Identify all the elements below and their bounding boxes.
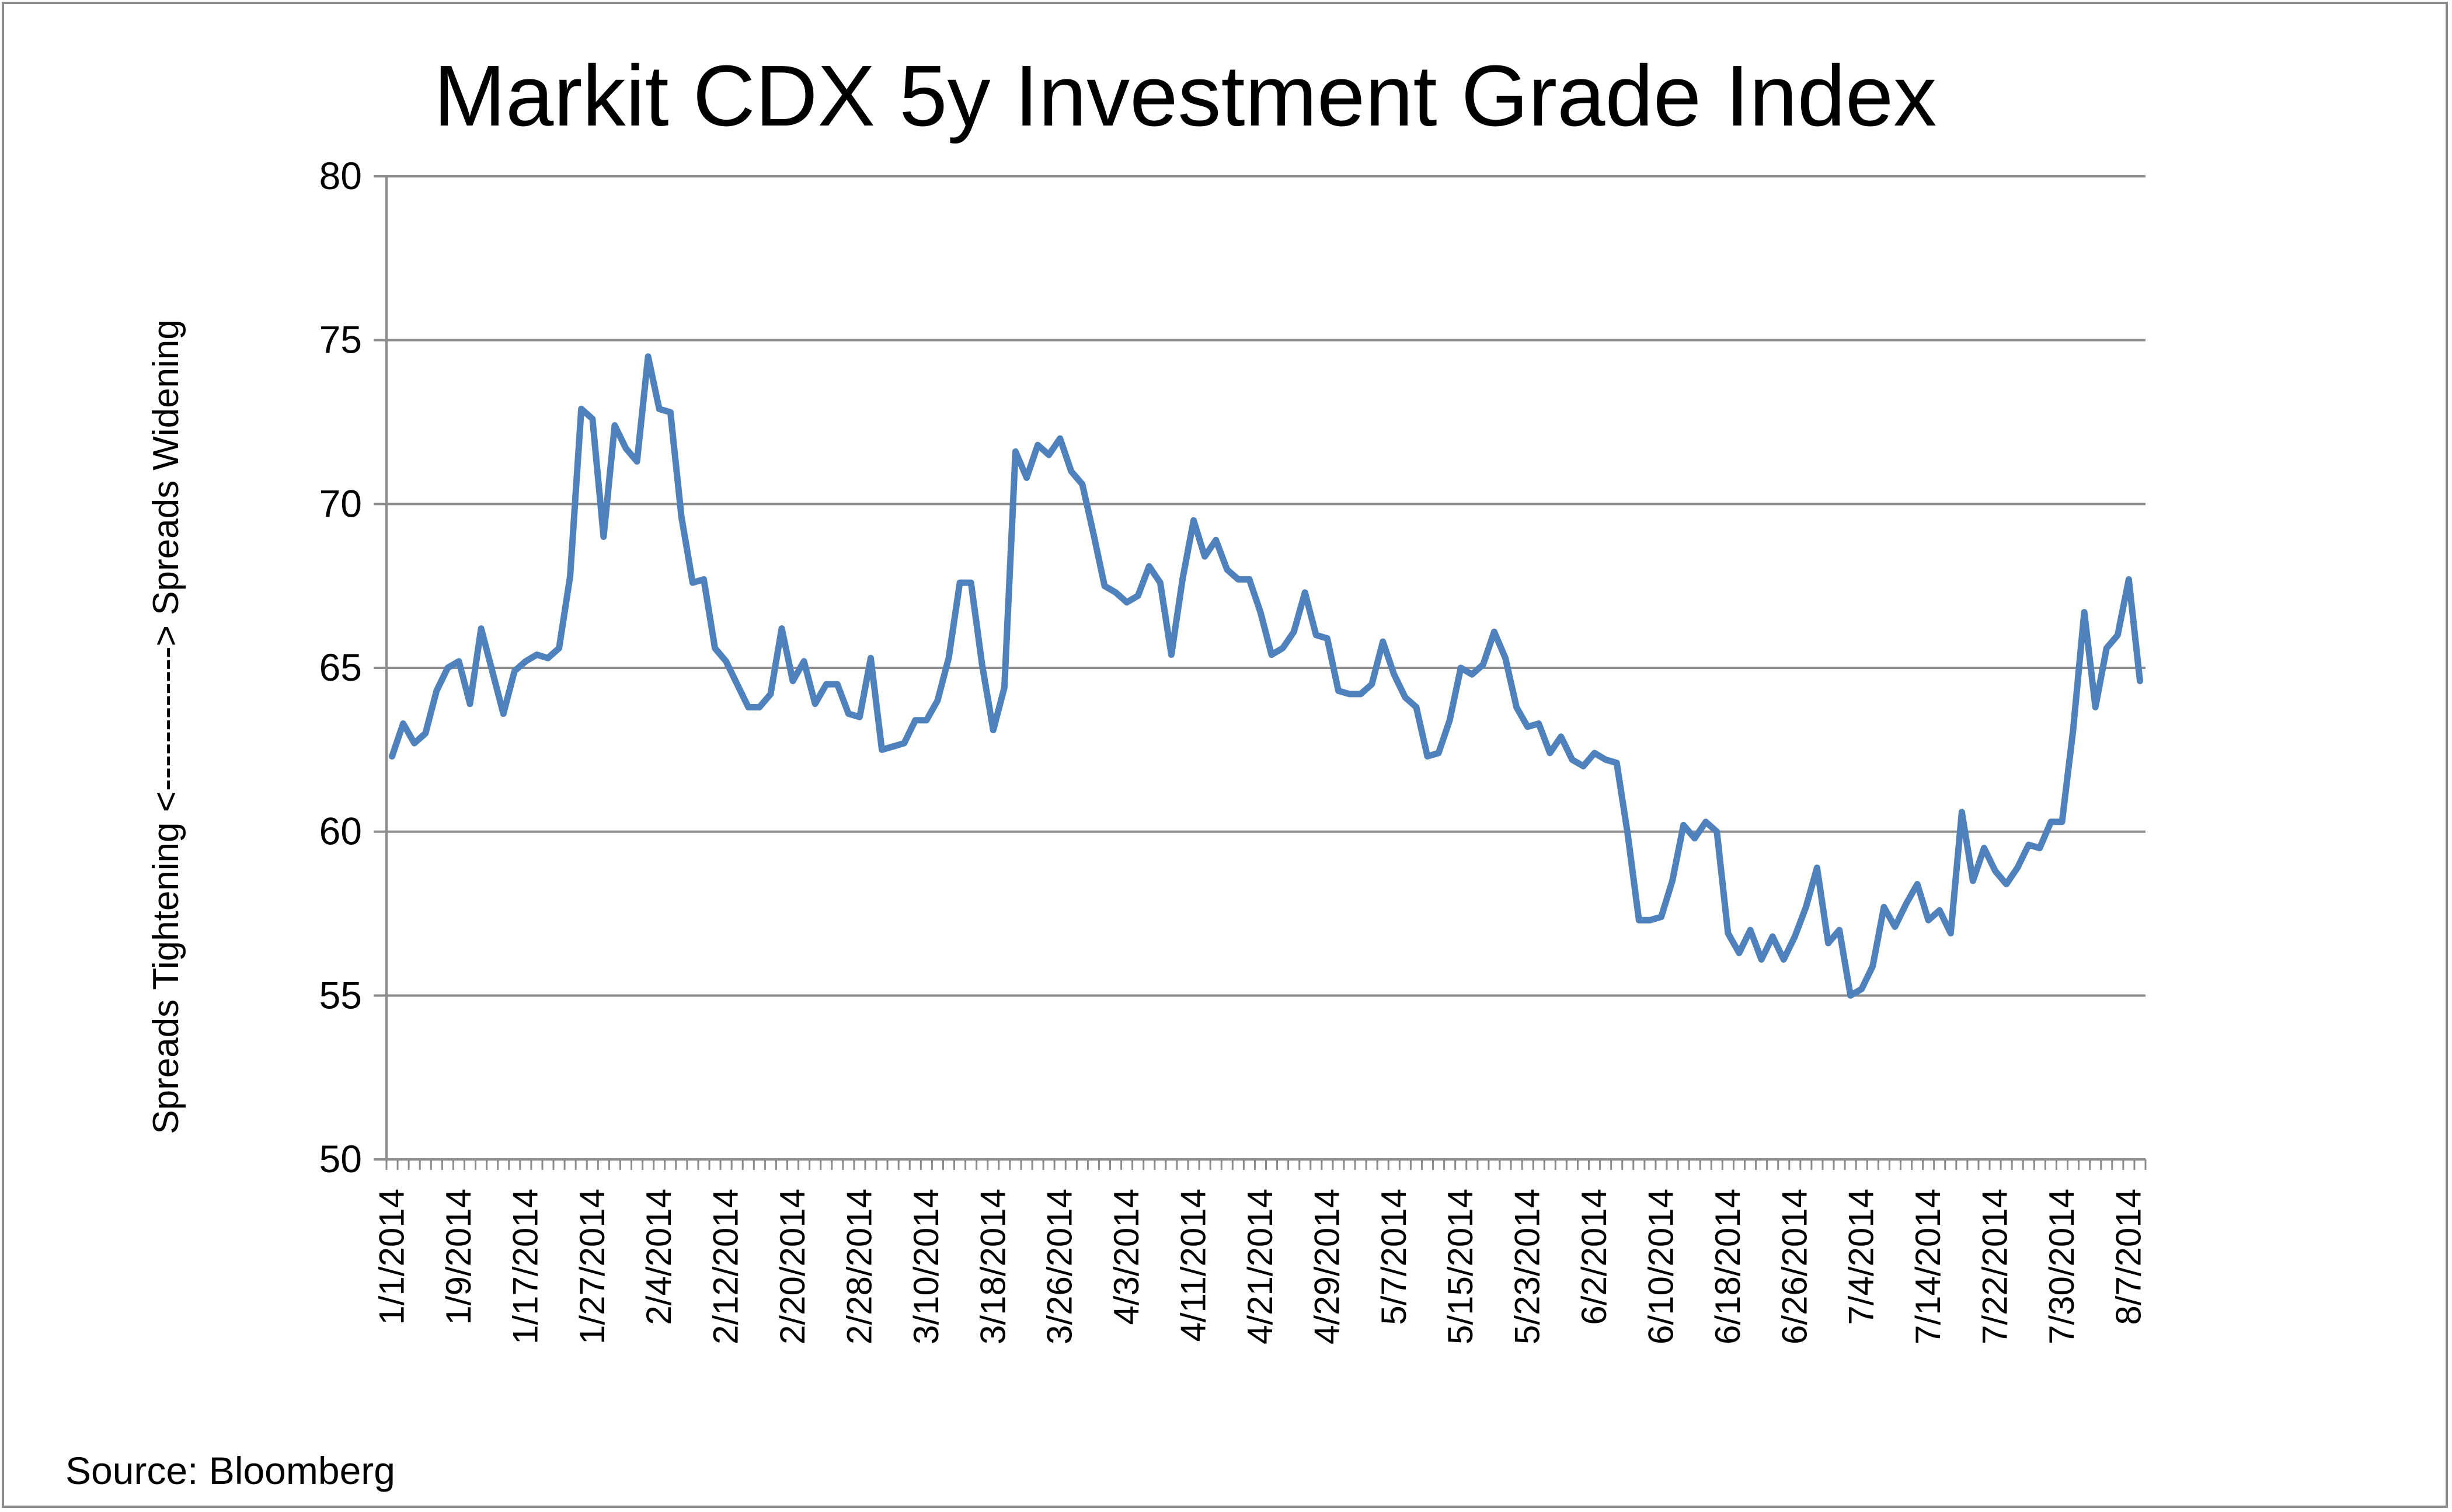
x-tick-label: 3/26/2014 <box>1040 1189 1079 1344</box>
x-tick-label: 2/20/2014 <box>773 1189 812 1344</box>
y-tick-label: 60 <box>319 810 362 853</box>
x-tick-label: 4/3/2014 <box>1107 1189 1146 1325</box>
x-tick-labels: 1/1/2014 1/9/2014 1/17/2014 1/27/2014 2/4/20… <box>372 1189 2148 1344</box>
x-tick-label: 4/11/2014 <box>1174 1189 1213 1342</box>
x-tick-label: 8/7/2014 <box>2109 1189 2148 1325</box>
x-tick-label: 2/12/2014 <box>706 1189 746 1344</box>
x-tick-label: 1/27/2014 <box>573 1189 612 1344</box>
series-line <box>389 353 2143 999</box>
x-tick-label: 7/22/2014 <box>1976 1189 2015 1344</box>
x-tick-label: 3/10/2014 <box>907 1189 946 1344</box>
y-tick-label: 75 <box>319 318 362 361</box>
y-tick-label: 80 <box>319 154 362 197</box>
x-tick-label: 1/1/2014 <box>372 1189 412 1325</box>
x-tick-label: 1/9/2014 <box>439 1189 478 1325</box>
y-tick-label: 55 <box>319 973 362 1016</box>
y-axis-label: Spreads Tightening <------------> Spread… <box>146 319 186 1134</box>
chart-title: Markit CDX 5y Investment Grade Index <box>434 48 1937 144</box>
series-line-layer <box>389 353 2143 999</box>
x-tick-label: 4/21/2014 <box>1241 1189 1280 1344</box>
x-tick-label: 3/18/2014 <box>973 1189 1012 1344</box>
x-tick-label: 7/14/2014 <box>1908 1189 1948 1344</box>
y-tick-labels: 50 55 60 65 70 75 80 <box>319 154 362 1180</box>
x-tick-label: 5/23/2014 <box>1508 1189 1547 1344</box>
gridlines <box>386 175 2146 997</box>
x-tick-label: 6/26/2014 <box>1775 1189 1814 1344</box>
x-tick-label: 5/7/2014 <box>1374 1189 1413 1325</box>
x-tick-label: 5/15/2014 <box>1441 1189 1480 1344</box>
x-tick-label: 7/30/2014 <box>2042 1189 2081 1344</box>
x-tick-label: 7/4/2014 <box>1842 1189 1881 1325</box>
source-note: Source: Bloomberg <box>65 1449 395 1492</box>
x-tick-label: 6/2/2014 <box>1575 1189 1614 1325</box>
x-tick-label: 2/28/2014 <box>840 1189 879 1344</box>
axes <box>374 175 2147 1170</box>
y-tick-label: 65 <box>319 646 362 689</box>
x-tick-label: 1/17/2014 <box>506 1189 545 1344</box>
x-tick-label: 6/10/2014 <box>1641 1189 1680 1344</box>
x-tick-label: 4/29/2014 <box>1307 1189 1346 1344</box>
x-tick-label: 2/4/2014 <box>639 1189 678 1325</box>
y-tick-label: 70 <box>319 482 362 525</box>
x-tick-label: 6/18/2014 <box>1708 1189 1747 1344</box>
y-tick-label: 50 <box>319 1137 362 1180</box>
